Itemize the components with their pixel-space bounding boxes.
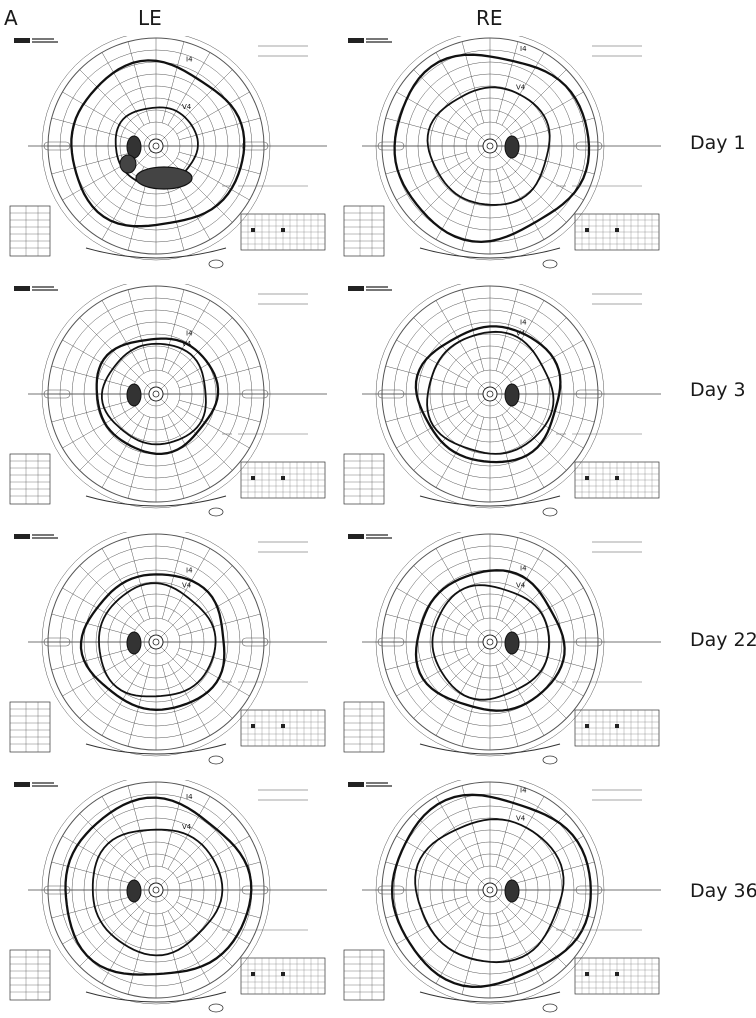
isopter-legend-table	[343, 453, 385, 505]
isopter-outer	[414, 325, 562, 464]
isopter-legend-table	[9, 453, 51, 505]
acuity-grid	[240, 213, 326, 251]
blind-spot	[504, 383, 520, 407]
isopter-inner	[431, 584, 550, 701]
blind-spot	[504, 879, 520, 903]
isopter-outer	[70, 59, 246, 228]
isopter-inner	[91, 828, 224, 957]
isopter-label: I4	[520, 565, 527, 573]
visual-field-chart-re-day-22: I4 V4	[342, 532, 667, 770]
isopter-legend-table	[9, 205, 51, 257]
isopter-inner	[98, 582, 217, 698]
perimetry-grid: I4 V4	[28, 780, 327, 1005]
isopter-label: V4	[182, 582, 192, 590]
isopter-legend-table	[9, 701, 51, 753]
isopter-inner	[426, 86, 551, 206]
acuity-grid	[574, 709, 660, 747]
isopter-legend-table	[343, 205, 385, 257]
visual-field-chart-le-day-36: I4 V4	[8, 780, 333, 1018]
blind-spot	[126, 383, 142, 407]
chart-logo-mark	[14, 38, 30, 43]
isopter-legend-table	[343, 949, 385, 1001]
day-label-36: Day 36	[690, 880, 756, 902]
isopter-label: I4	[520, 319, 527, 327]
isopter-outer	[64, 796, 253, 976]
chart-logo-mark	[348, 782, 364, 787]
isopter-label: V4	[516, 84, 526, 92]
acuity-grid	[574, 461, 660, 499]
perimetry-grid: I4 V4	[362, 780, 661, 1005]
perimetry-grid: I4 V4	[28, 36, 327, 261]
isopter-legend-table	[343, 701, 385, 753]
isopter-label: I4	[186, 330, 193, 338]
isopter-legend-table	[9, 949, 51, 1001]
visual-field-chart-le-day-22: I4 V4	[8, 532, 333, 770]
isopter-inner	[414, 818, 565, 964]
isopter-inner	[101, 342, 207, 446]
blind-spot	[126, 631, 142, 655]
chart-logo-mark	[348, 38, 364, 43]
isopter-label: V4	[182, 340, 192, 348]
chart-logo-mark	[14, 534, 30, 539]
visual-field-chart-le-day-1: I4 V4	[8, 36, 333, 274]
column-header-re: RE	[476, 6, 503, 30]
blind-spot	[504, 631, 520, 655]
isopter-label: I4	[520, 787, 527, 795]
blind-spot	[126, 879, 142, 903]
isopter-outer	[390, 793, 592, 988]
isopter-label: V4	[516, 329, 526, 337]
isopter-label: I4	[186, 567, 193, 575]
perimetry-grid: I4 V4	[28, 532, 327, 757]
day-label-3: Day 3	[690, 379, 746, 401]
chart-logo-mark	[348, 534, 364, 539]
isopter-outer	[393, 53, 591, 244]
day-label-22: Day 22	[690, 629, 756, 651]
isopter-label: I4	[520, 45, 527, 53]
visual-field-chart-le-day-3: I4 V4	[8, 284, 333, 522]
visual-field-chart-re-day-3: I4 V4	[342, 284, 667, 522]
column-header-le: LE	[138, 6, 162, 30]
isopter-label: I4	[186, 793, 193, 801]
perimetry-grid: I4 V4	[362, 36, 661, 261]
isopter-outer	[79, 573, 226, 711]
visual-field-chart-re-day-1: I4 V4	[342, 36, 667, 274]
blind-spot	[504, 135, 520, 159]
panel-label: A	[4, 6, 18, 30]
acuity-grid	[240, 709, 326, 747]
chart-logo-mark	[14, 782, 30, 787]
isopter-label: V4	[516, 815, 526, 823]
isopter-label: V4	[182, 103, 192, 111]
perimetry-grid: I4 V4	[362, 532, 661, 757]
chart-logo-mark	[14, 286, 30, 291]
scotoma	[135, 166, 193, 190]
chart-logo-mark	[348, 286, 364, 291]
isopter-outer	[95, 337, 220, 456]
acuity-grid	[574, 213, 660, 251]
acuity-grid	[240, 461, 326, 499]
acuity-grid	[574, 957, 660, 995]
isopter-label: V4	[182, 823, 192, 831]
isopter-label: I4	[186, 56, 193, 64]
visual-field-grid: I4 V4 I4 V4 I4 V4 I4 V4 I4 V4 I4 V4 I4 V4 I4 V4	[8, 36, 667, 1013]
visual-field-chart-re-day-36: I4 V4	[342, 780, 667, 1018]
day-label-1: Day 1	[690, 132, 746, 154]
isopter-outer	[414, 569, 566, 712]
isopter-inner	[426, 330, 555, 455]
isopter-label: V4	[516, 582, 526, 590]
acuity-grid	[240, 957, 326, 995]
